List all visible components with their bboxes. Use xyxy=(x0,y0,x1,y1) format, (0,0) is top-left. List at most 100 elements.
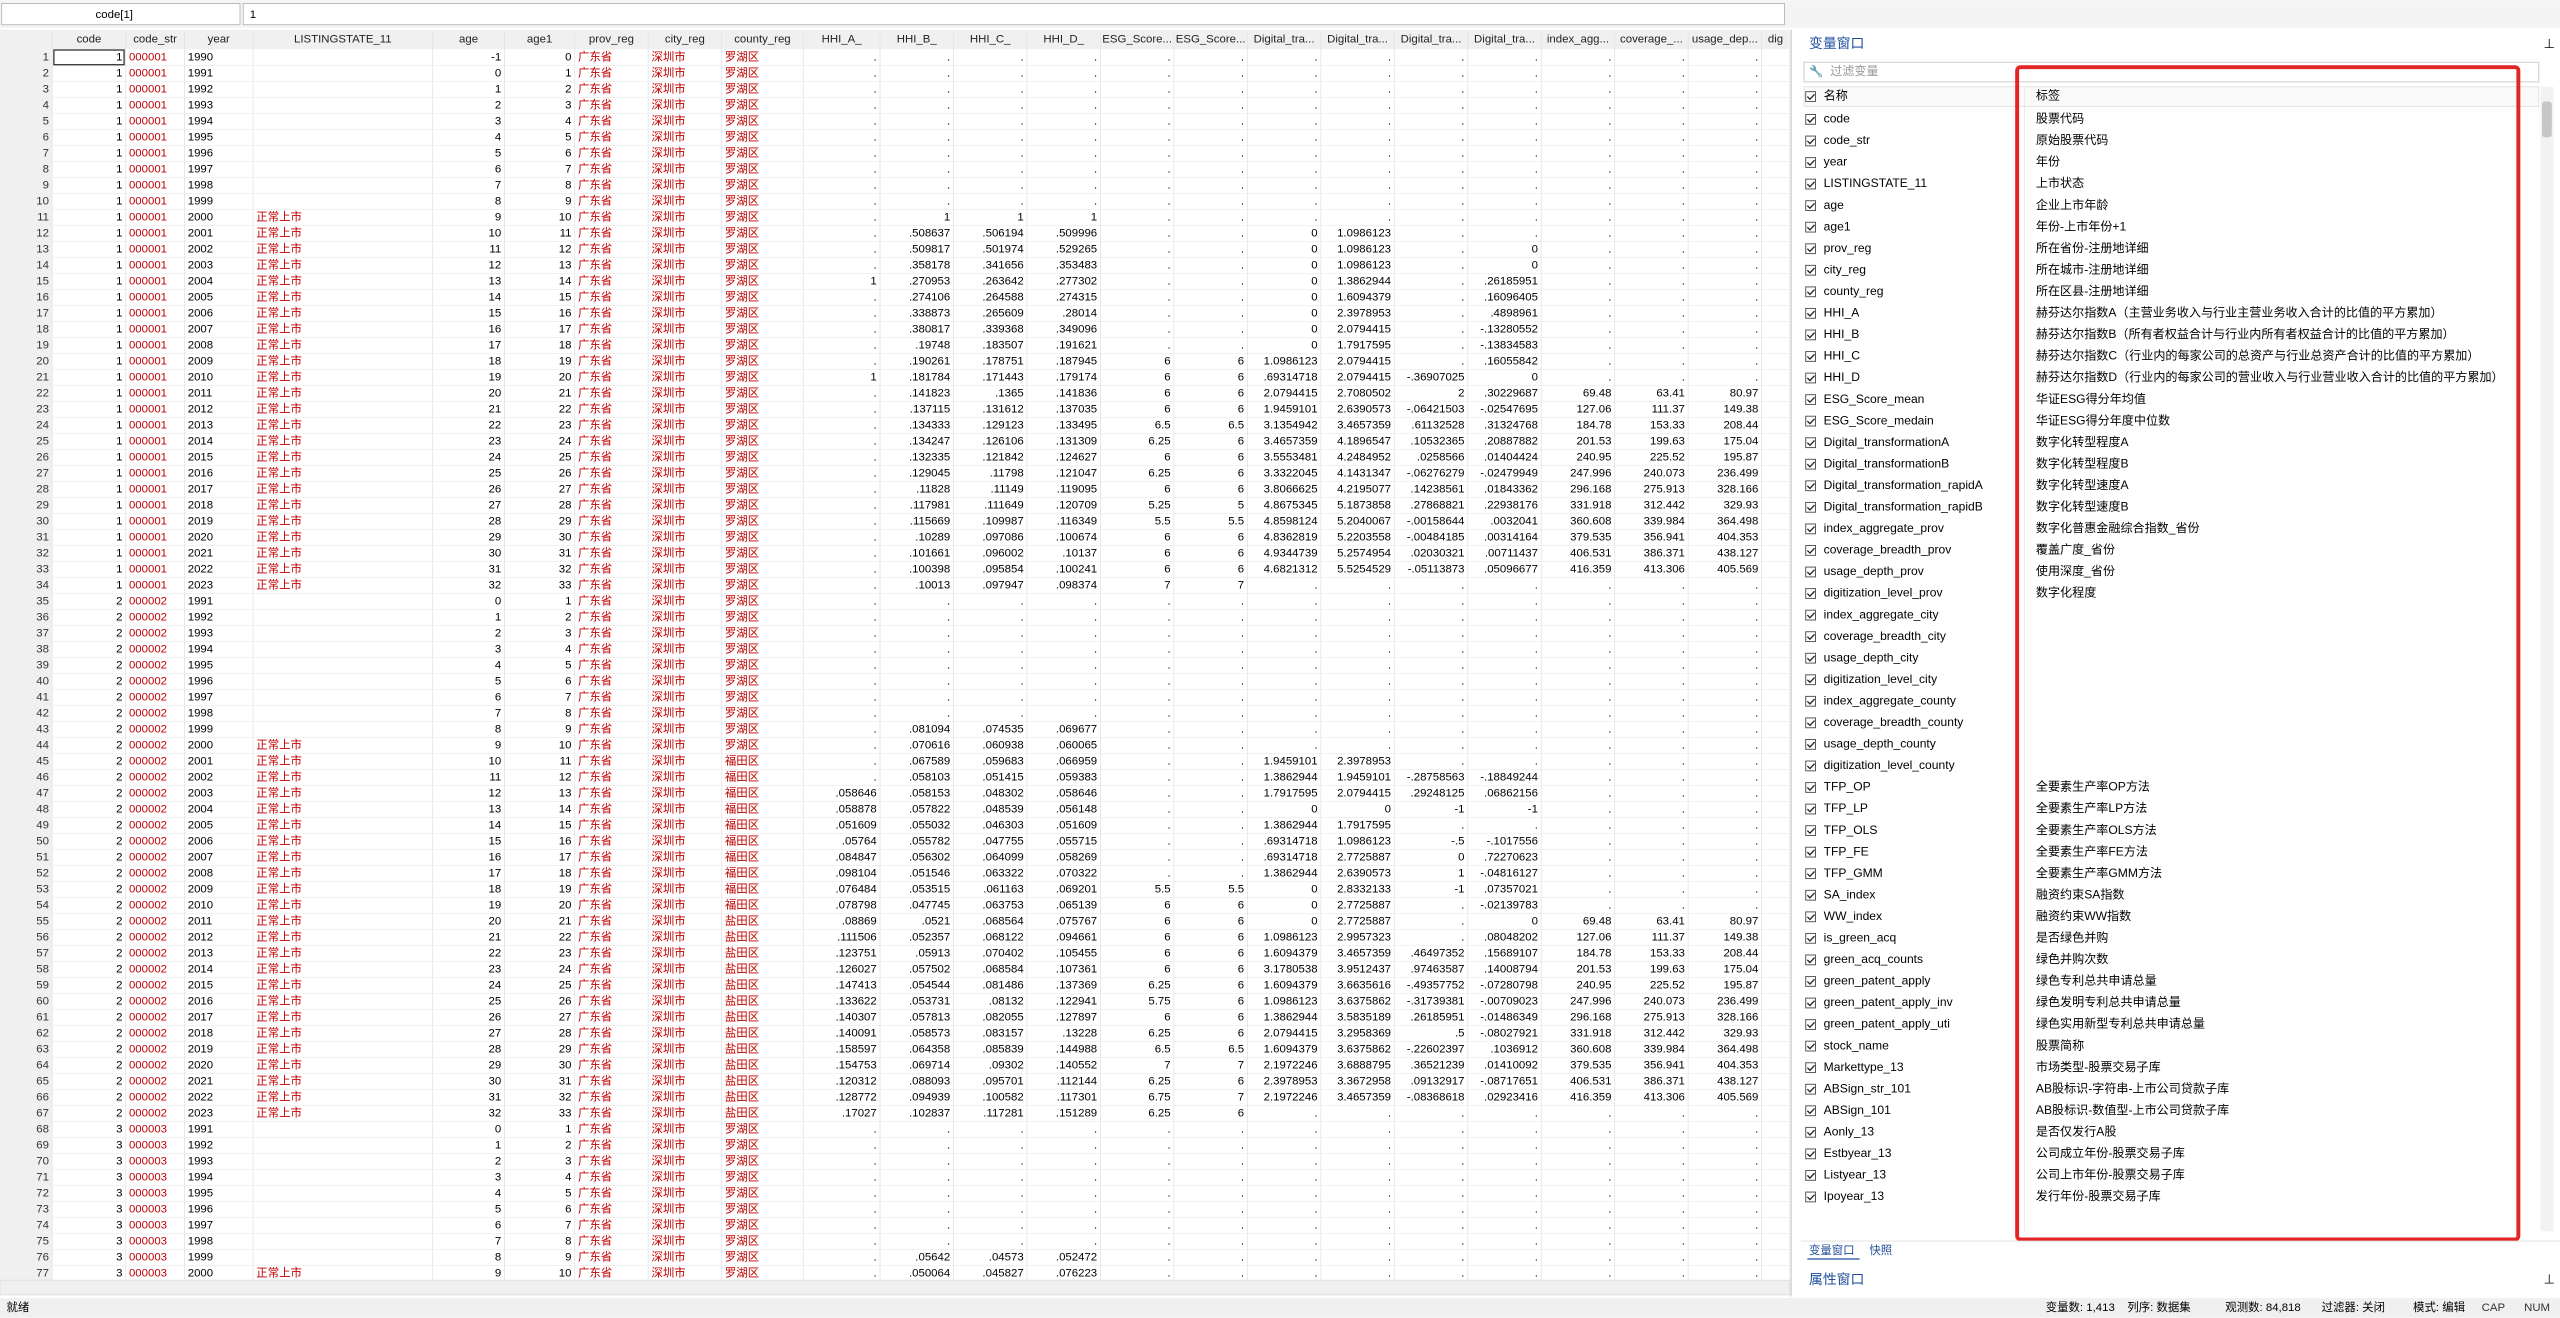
cell: 3 xyxy=(565,1155,571,1167)
h-scrollbar[interactable] xyxy=(0,1279,1790,1296)
cell: . xyxy=(874,1267,877,1279)
column-header: HHI_D_ xyxy=(1043,33,1084,45)
check xyxy=(1806,332,1816,339)
cell: . xyxy=(1608,867,1611,879)
cell: . xyxy=(1167,867,1170,879)
cell: 1.6094379 xyxy=(1264,979,1318,991)
cell: .00711437 xyxy=(1485,547,1538,559)
row-number: 20 xyxy=(36,355,49,367)
cell: 深圳市 xyxy=(651,401,685,415)
cell: 175.04 xyxy=(1723,435,1759,447)
cell: .055032 xyxy=(909,819,950,831)
cell: 广东省 xyxy=(578,610,612,623)
row-number: 72 xyxy=(36,1187,49,1199)
checkbox xyxy=(1805,976,1816,987)
variable-label: 全要素生产率GMM方法 xyxy=(2036,865,2162,880)
cell: .127897 xyxy=(1056,1011,1097,1023)
cell: 2 xyxy=(1458,387,1464,399)
cell: 正常上市 xyxy=(256,561,302,575)
cell: 6 xyxy=(1238,563,1244,575)
cell: 000001 xyxy=(129,371,167,383)
cell: . xyxy=(874,227,877,239)
cell: 000001 xyxy=(129,563,167,575)
cell: 2 xyxy=(495,1155,501,1167)
cell: .117981 xyxy=(910,499,950,511)
cell: 26 xyxy=(489,1011,502,1023)
cell: 3 xyxy=(565,99,571,111)
cell: 360.608 xyxy=(1570,515,1611,527)
cell: .095854 xyxy=(982,563,1024,575)
cell: . xyxy=(1314,739,1317,751)
checkbox-all[interactable] xyxy=(1805,91,1816,102)
cell: .137035 xyxy=(1056,403,1097,415)
cell: 6 xyxy=(1238,963,1244,975)
cell: .02030321 xyxy=(1411,547,1465,559)
cell: .358178 xyxy=(909,259,950,271)
cell: 正常上市 xyxy=(256,1041,302,1055)
cell: . xyxy=(947,147,950,159)
cell: 6 xyxy=(495,1219,501,1231)
cell: 1 xyxy=(116,579,122,591)
cell: 000002 xyxy=(129,1091,167,1103)
cell: 罗湖区 xyxy=(725,625,759,639)
cell: . xyxy=(1755,1155,1758,1167)
cell: 33 xyxy=(559,1107,572,1119)
tab-snapshots[interactable]: 快照 xyxy=(1869,1244,1892,1257)
cell: 1991 xyxy=(188,67,213,79)
cell: 000001 xyxy=(129,147,167,159)
cell: . xyxy=(1167,227,1170,239)
cell: 4 xyxy=(495,1187,502,1199)
cell: . xyxy=(1608,275,1611,287)
v-scrollbar[interactable] xyxy=(2540,86,2554,1232)
cell: . xyxy=(1682,115,1685,127)
variable-name: ESG_Score_mean xyxy=(1824,392,1925,406)
cell: 2 xyxy=(116,803,122,815)
row-number-bg xyxy=(0,49,53,1281)
cell: . xyxy=(1314,1171,1317,1183)
cell: 5.2574954 xyxy=(1337,547,1392,559)
v-scrollbar-thumb[interactable] xyxy=(2542,101,2552,138)
cell: 3.4657359 xyxy=(1337,1091,1391,1103)
tab-variables[interactable]: 变量窗口 xyxy=(1809,1243,1855,1257)
cell: . xyxy=(1021,595,1024,607)
cell: 31 xyxy=(489,563,502,575)
highlight-box xyxy=(2015,65,2521,1242)
cell: 24 xyxy=(559,963,572,975)
cell: 29 xyxy=(559,1043,572,1055)
cell: 罗湖区 xyxy=(725,177,759,191)
cell: 000002 xyxy=(129,1059,167,1071)
cell: . xyxy=(1167,723,1170,735)
cell: 0 xyxy=(1311,275,1317,287)
cell: . xyxy=(1314,707,1317,719)
pin-icon[interactable]: ⊥ xyxy=(2544,1272,2555,1287)
cell: 3.3672958 xyxy=(1337,1075,1391,1087)
cell: . xyxy=(1241,179,1244,191)
cell: . xyxy=(1535,579,1538,591)
cell: .094939 xyxy=(909,1091,950,1103)
pin-icon[interactable]: ⊥ xyxy=(2544,36,2555,51)
cell: 000001 xyxy=(129,339,167,351)
cell: 000002 xyxy=(129,1027,167,1039)
status-item: CAP xyxy=(2482,1302,2505,1314)
cell: -.08368618 xyxy=(1407,1091,1465,1103)
cell: .122941 xyxy=(1056,995,1097,1007)
cell: . xyxy=(1461,931,1464,943)
cell: 6 xyxy=(1238,547,1244,559)
variable-label: 赫芬达尔指数A（主营业务收入与行业主营业务收入合计的比值的平方累加） xyxy=(2036,305,2443,320)
cell: .063753 xyxy=(982,899,1023,911)
cell: . xyxy=(1461,291,1464,303)
cell: 正常上市 xyxy=(256,1265,302,1279)
cell: 4 xyxy=(565,1171,572,1183)
cell: 29 xyxy=(489,1059,502,1071)
cell: . xyxy=(1021,611,1024,623)
cell: 深圳市 xyxy=(651,641,685,655)
checkbox xyxy=(1805,523,1816,535)
cell: . xyxy=(1314,1219,1317,1231)
cell: 6.5 xyxy=(1228,1043,1244,1055)
cell: 19 xyxy=(489,899,502,911)
cell-name-box[interactable] xyxy=(1,2,241,26)
cell: . xyxy=(1755,723,1758,735)
cell-value-box[interactable] xyxy=(242,2,1785,26)
cell: 000003 xyxy=(129,1171,167,1183)
variable-name: Digital_transformationA xyxy=(1824,435,1950,449)
